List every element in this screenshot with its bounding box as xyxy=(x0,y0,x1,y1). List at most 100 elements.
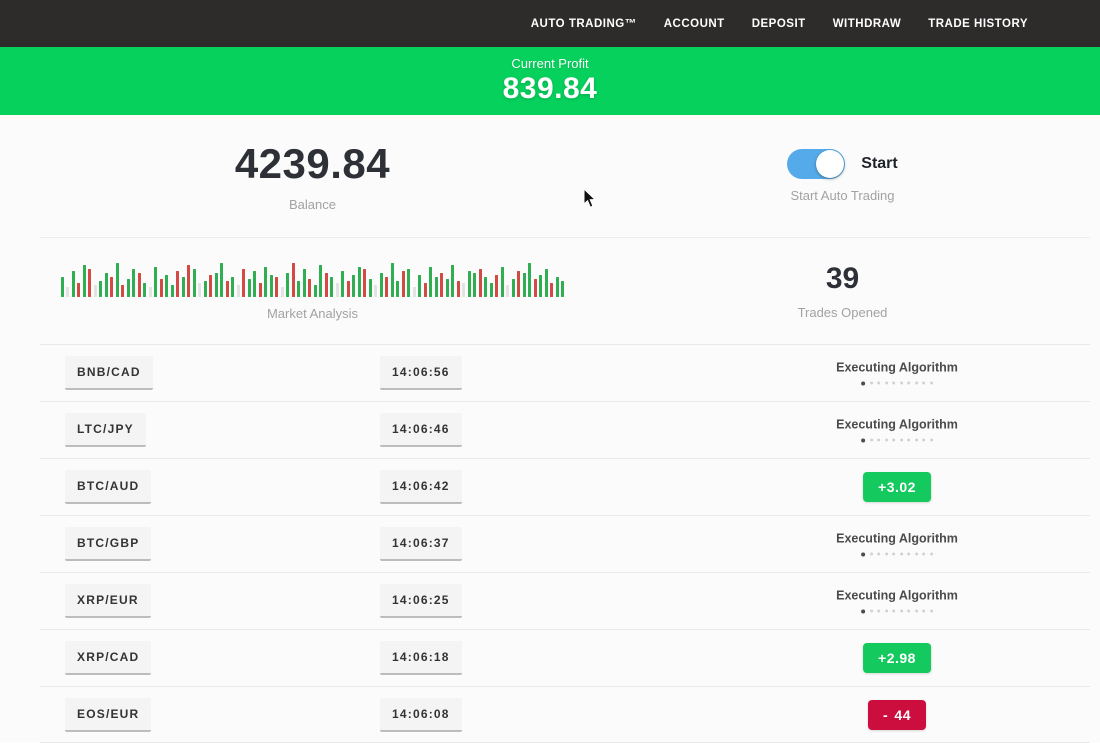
balance-block: 4239.84 Balance xyxy=(40,115,585,237)
current-profit-value: 839.84 xyxy=(502,72,598,105)
market-bar xyxy=(462,283,466,297)
top-nav: AUTO TRADING™ ACCOUNT DEPOSIT WITHDRAW TRADE… xyxy=(0,0,1100,47)
row-divider xyxy=(40,515,1090,516)
market-bar xyxy=(418,275,422,297)
balance-value: 4239.84 xyxy=(234,140,391,187)
market-bar xyxy=(511,279,515,297)
trade-row: BTC/GBP 14:06:37 Executing Algorithm xyxy=(0,515,1100,572)
market-bar xyxy=(379,273,383,297)
market-bar xyxy=(390,263,394,297)
trade-row: EOS/EUR 14:06:08 -44 xyxy=(0,686,1100,743)
market-bar xyxy=(445,279,449,297)
market-bar xyxy=(253,271,257,297)
toggle-state-label: Start xyxy=(861,155,898,172)
result-sign: - xyxy=(883,706,889,723)
result-amount: 2.98 xyxy=(886,649,916,666)
auto-trading-block: Start Start Auto Trading xyxy=(585,115,1100,237)
market-bar xyxy=(434,277,438,297)
time-badge: 14:06:08 xyxy=(380,697,462,732)
market-bar xyxy=(473,273,477,297)
market-bar xyxy=(297,281,301,297)
market-bar xyxy=(209,275,213,297)
progress-dots xyxy=(861,381,933,385)
market-bar xyxy=(495,275,499,297)
market-bar xyxy=(528,263,532,297)
nav-item-trade-history[interactable]: TRADE HISTORY xyxy=(928,17,1028,30)
market-bar xyxy=(412,287,416,297)
market-bar xyxy=(121,285,125,297)
market-bar xyxy=(335,283,339,297)
section-divider xyxy=(40,237,1090,238)
time-badge: 14:06:18 xyxy=(380,640,462,675)
trade-row: LTC/JPY 14:06:46 Executing Algorithm xyxy=(0,401,1100,458)
row-divider xyxy=(40,686,1090,687)
market-bar xyxy=(555,277,559,297)
row-divider xyxy=(40,629,1090,630)
pair-badge: LTC/JPY xyxy=(65,412,146,447)
market-bar xyxy=(203,281,207,297)
market-bar xyxy=(286,273,290,297)
market-bar xyxy=(236,285,240,297)
trade-row: BNB/CAD 14:06:56 Executing Algorithm xyxy=(0,344,1100,401)
market-bar xyxy=(104,273,108,297)
pair-badge: EOS/EUR xyxy=(65,697,152,732)
market-bar xyxy=(269,275,273,297)
result-sign: + xyxy=(878,478,887,495)
market-bar xyxy=(396,281,400,297)
market-bar xyxy=(429,267,433,297)
start-auto-trading-toggle[interactable] xyxy=(787,149,846,179)
market-bar xyxy=(561,281,565,297)
result-sign: + xyxy=(878,649,887,666)
trade-status: Executing Algorithm xyxy=(836,531,958,556)
market-bar xyxy=(550,283,554,297)
market-bar xyxy=(506,285,510,297)
market-bar xyxy=(126,279,130,297)
nav-item-auto-trading[interactable]: AUTO TRADING™ xyxy=(530,17,637,30)
market-bar xyxy=(247,279,251,297)
trade-status: Executing Algorithm xyxy=(836,588,958,613)
progress-dots xyxy=(861,552,933,556)
market-bar xyxy=(225,281,229,297)
progress-dots xyxy=(861,609,933,613)
market-bar xyxy=(88,269,92,297)
market-bar xyxy=(517,271,521,297)
executing-algorithm-label: Executing Algorithm xyxy=(836,417,958,431)
trade-row: XRP/CAD 14:06:18 +2.98 xyxy=(0,629,1100,686)
market-bar xyxy=(258,283,262,297)
trades-opened-label: Trades Opened xyxy=(797,305,888,320)
market-bar xyxy=(99,281,103,297)
market-bar xyxy=(313,285,317,297)
market-bar xyxy=(363,269,367,297)
market-bar xyxy=(484,277,488,297)
pair-badge: BNB/CAD xyxy=(65,355,153,390)
market-bar xyxy=(170,285,174,297)
market-bar xyxy=(242,269,246,297)
market-bar xyxy=(280,287,284,297)
executing-algorithm-label: Executing Algorithm xyxy=(836,360,958,374)
market-bar xyxy=(401,271,405,297)
balance-label: Balance xyxy=(289,197,336,212)
nav-item-withdraw[interactable]: WITHDRAW xyxy=(832,17,902,30)
current-profit-label: Current Profit xyxy=(511,56,589,71)
market-bar xyxy=(71,271,75,297)
trades-opened-block: 39 Trades Opened xyxy=(585,238,1100,344)
market-bar xyxy=(143,283,147,297)
nav-item-deposit[interactable]: DEPOSIT xyxy=(751,17,806,30)
executing-algorithm-label: Executing Algorithm xyxy=(836,588,958,602)
market-analysis-block: Market Analysis xyxy=(40,238,585,344)
market-bar xyxy=(324,273,328,297)
market-bar xyxy=(165,275,169,297)
nav-item-account[interactable]: ACCOUNT xyxy=(663,17,725,30)
market-bar xyxy=(308,279,312,297)
market-bar xyxy=(110,277,114,297)
market-bar xyxy=(181,277,185,297)
market-bar xyxy=(374,285,378,297)
market-bar xyxy=(192,269,196,297)
market-bar xyxy=(60,277,64,297)
market-bar xyxy=(522,273,526,297)
trades-opened-value: 39 xyxy=(825,262,860,295)
row-divider xyxy=(40,401,1090,402)
time-badge: 14:06:37 xyxy=(380,526,462,561)
pair-badge: XRP/CAD xyxy=(65,640,152,675)
market-bar xyxy=(456,281,460,297)
